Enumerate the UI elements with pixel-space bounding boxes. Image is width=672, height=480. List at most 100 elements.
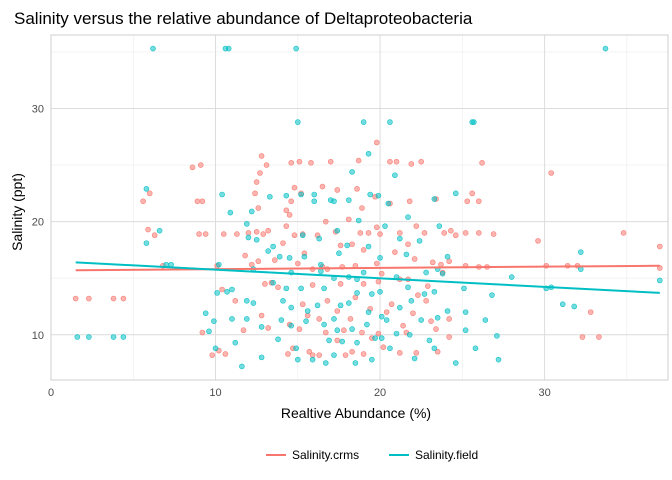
- data-point: [140, 198, 146, 205]
- data-point: [423, 298, 429, 304]
- data-point: [294, 356, 301, 363]
- data-point: [322, 329, 329, 336]
- y-tick-label: 10: [32, 330, 44, 342]
- data-point: [286, 255, 293, 261]
- data-point: [405, 284, 411, 291]
- data-point: [242, 252, 248, 259]
- trend-line: [75, 261, 660, 294]
- data-point: [267, 193, 273, 200]
- data-point: [294, 119, 301, 125]
- data-point: [373, 260, 380, 267]
- data-point: [331, 316, 337, 322]
- data-point: [579, 334, 586, 340]
- data-point: [380, 344, 387, 350]
- data-point: [577, 266, 584, 272]
- data-point: [472, 345, 479, 352]
- data-point: [355, 157, 362, 164]
- data-point: [293, 45, 299, 52]
- data-point: [387, 119, 393, 125]
- data-point: [248, 208, 255, 215]
- data-point: [577, 249, 584, 255]
- data-point: [337, 302, 344, 309]
- data-point: [255, 258, 262, 265]
- data-point: [411, 355, 418, 362]
- x-tick-label: 10: [209, 387, 221, 399]
- data-point: [143, 240, 150, 246]
- data-point: [448, 227, 454, 234]
- data-point: [225, 45, 232, 52]
- data-point: [322, 360, 329, 366]
- data-point: [587, 309, 594, 315]
- data-point: [656, 243, 663, 250]
- data-point: [197, 162, 204, 168]
- data-point: [383, 317, 390, 323]
- data-point: [250, 300, 257, 306]
- data-point: [260, 231, 267, 237]
- data-point: [475, 230, 482, 236]
- data-point: [326, 337, 332, 344]
- data-point: [382, 223, 388, 229]
- data-point: [331, 198, 337, 205]
- data-point: [334, 227, 341, 234]
- data-point: [258, 324, 265, 330]
- data-point: [327, 158, 334, 165]
- data-point: [482, 317, 489, 323]
- data-point: [355, 217, 362, 224]
- data-point: [219, 191, 225, 198]
- data-point: [224, 288, 230, 295]
- data-point: [150, 45, 156, 52]
- trend-line: [75, 264, 660, 272]
- data-point: [392, 249, 398, 255]
- data-point: [298, 285, 304, 292]
- data-point: [202, 310, 209, 317]
- data-point: [392, 172, 398, 179]
- data-point: [385, 200, 392, 207]
- data-point: [400, 322, 406, 329]
- data-point: [408, 298, 415, 304]
- data-point: [309, 356, 316, 363]
- data-point: [413, 223, 420, 229]
- data-point: [283, 285, 290, 292]
- data-point: [406, 198, 413, 205]
- data-point: [232, 298, 239, 304]
- data-point: [452, 190, 459, 197]
- data-point: [388, 301, 395, 308]
- data-point: [346, 300, 352, 306]
- data-point: [360, 281, 367, 287]
- data-point: [431, 196, 438, 202]
- data-point: [86, 295, 92, 302]
- data-point: [349, 326, 355, 332]
- data-point: [393, 330, 400, 337]
- data-point: [405, 241, 411, 248]
- data-point: [288, 160, 295, 166]
- data-point: [240, 327, 247, 334]
- data-point: [377, 288, 383, 295]
- data-point: [206, 328, 212, 335]
- data-point: [415, 292, 421, 298]
- data-point: [357, 230, 364, 236]
- data-point: [283, 223, 290, 229]
- data-point: [227, 209, 234, 216]
- data-point: [367, 191, 373, 198]
- data-point: [304, 308, 311, 314]
- data-point: [452, 232, 459, 239]
- data-point: [296, 326, 303, 332]
- data-point: [316, 316, 322, 322]
- data-point: [293, 345, 299, 352]
- data-points: [72, 45, 663, 370]
- data-point: [490, 231, 497, 237]
- data-point: [359, 205, 365, 211]
- data-point: [373, 224, 380, 231]
- data-point: [229, 286, 235, 293]
- data-point: [143, 186, 150, 192]
- data-point: [428, 318, 434, 324]
- data-point: [286, 212, 293, 218]
- data-point: [337, 281, 344, 287]
- data-point: [253, 179, 260, 185]
- data-point: [383, 309, 390, 315]
- data-point: [393, 158, 400, 165]
- data-point: [294, 260, 301, 267]
- data-point: [324, 298, 331, 304]
- plot-border: [50, 34, 669, 381]
